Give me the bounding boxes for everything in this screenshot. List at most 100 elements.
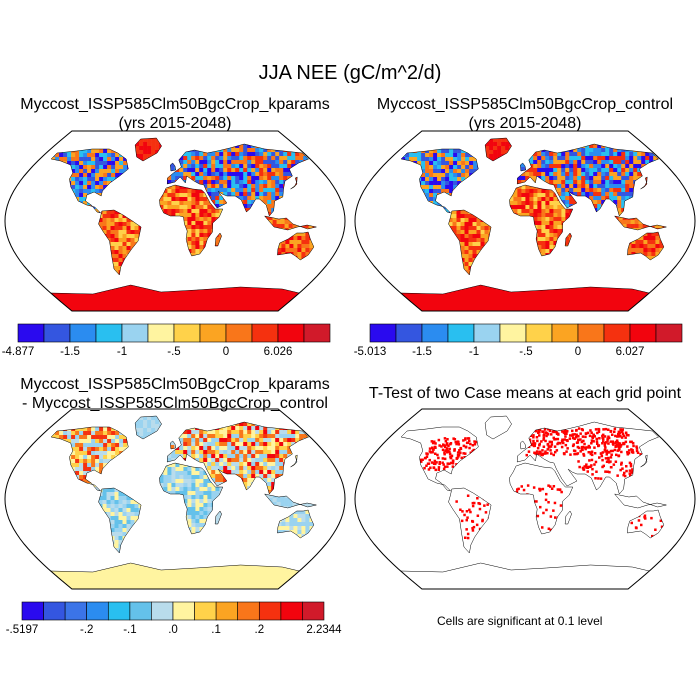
panel-title-line2: - Myccost_ISSP585Clm50BgcCrop_control — [22, 395, 328, 412]
region-namerica — [51, 427, 129, 491]
colorbar-swatch — [280, 601, 303, 621]
colorbar-tick-label: 2.2344 — [306, 624, 342, 636]
colorbar-swatch — [86, 601, 109, 621]
colorbar-swatch — [277, 323, 305, 343]
colorbar-swatch — [303, 323, 331, 343]
map-border — [4, 130, 346, 312]
region-namerica — [401, 149, 479, 213]
colorbar-tick-label: 0 — [223, 346, 229, 358]
colorbar-tick-label: -.5 — [519, 346, 532, 358]
colorbar-swatch — [473, 323, 501, 343]
panel-title-ttest: T-Test of two Case means at each grid po… — [350, 384, 700, 403]
land-cells — [50, 138, 317, 311]
colorbar-swatch — [259, 601, 282, 621]
coastlines — [49, 137, 317, 311]
colorbar-swatch — [172, 601, 195, 621]
map-kparams — [4, 130, 346, 312]
colorbar-tick-label: -1 — [469, 346, 479, 358]
colorbar-swatch — [525, 323, 553, 343]
map-border — [354, 408, 696, 590]
region-antarctica — [50, 563, 300, 589]
colorbar-swatch — [43, 601, 66, 621]
colorbar-swatch — [421, 323, 449, 343]
colorbar-swatch — [237, 601, 260, 621]
land-cells — [400, 138, 667, 311]
map-ttest — [354, 408, 696, 590]
colorbar-swatch — [551, 323, 579, 343]
region-japan — [290, 455, 298, 467]
colorbar-tick-label: -1 — [117, 346, 127, 358]
coastlines — [399, 137, 667, 311]
colorbar-kparams: -4.877 -1.5 -1 -.5 0 6.026 — [2, 323, 331, 358]
colorbar-swatch — [95, 323, 123, 343]
colorbar-swatch — [603, 323, 631, 343]
figure-title: JJA NEE (gC/m^2/d) — [258, 62, 442, 84]
colorbar-swatch — [629, 323, 657, 343]
colorbar-swatch — [499, 323, 527, 343]
colorbar-tick-label: -.5 — [167, 346, 180, 358]
colorbar-swatch — [17, 323, 45, 343]
colorbar-swatch — [43, 323, 71, 343]
colorbar-swatch — [64, 601, 87, 621]
colorbar-swatch — [199, 323, 227, 343]
colorbar-swatch — [395, 323, 423, 343]
region-antarctica — [400, 285, 650, 311]
land-cells — [50, 416, 317, 589]
map-difference — [4, 408, 346, 590]
panel-title-line2: (yrs 2015-2048) — [118, 115, 232, 132]
colorbar-swatch — [173, 323, 201, 343]
region-japan — [290, 177, 298, 189]
significant-cells — [415, 427, 664, 540]
colorbar-tick-label: -4.877 — [2, 346, 35, 358]
colorbar-tick-label: 6.027 — [616, 346, 645, 358]
region-madagascar — [215, 233, 222, 246]
colorbar-swatch — [151, 601, 174, 621]
panel-title-line2: (yrs 2015-2048) — [468, 115, 582, 132]
region-australia — [277, 232, 314, 260]
colorbar-tick-label: -.1 — [123, 624, 136, 636]
colorbar-swatch — [302, 601, 325, 621]
colorbar-swatch — [215, 601, 238, 621]
region-indonesia — [264, 216, 317, 230]
region-indonesia — [264, 494, 317, 508]
region-australia — [627, 232, 664, 260]
colorbar-tick-label: 6.026 — [264, 346, 293, 358]
colorbar-difference: -.5197 -.2 -.1 .0 .1 .2 2.2344 — [6, 601, 342, 636]
colorbar-swatch — [447, 323, 475, 343]
region-australia — [277, 510, 314, 538]
colorbar-swatch — [147, 323, 175, 343]
region-madagascar — [215, 511, 222, 524]
colorbar-tick-label: -1.5 — [412, 346, 432, 358]
panel-title-line1: T-Test of two Case means at each grid po… — [368, 385, 682, 402]
colorbar-tick-label: -.2 — [80, 624, 93, 636]
colorbar-swatch — [129, 601, 152, 621]
colorbar-tick-label: -.5197 — [6, 624, 39, 636]
map-border — [4, 408, 346, 590]
colorbar-tick-label: .2 — [255, 624, 265, 636]
colorbar-tick-label: -5.013 — [354, 346, 387, 358]
panel-title-control: Myccost_ISSP585Clm50BgcCrop_control (yrs… — [350, 95, 700, 133]
panel-title-difference: Myccost_ISSP585Clm50BgcCrop_kparams - My… — [0, 375, 350, 413]
colorbar-swatch — [194, 601, 217, 621]
coastlines — [49, 415, 317, 589]
colorbar-tick-label: .0 — [168, 624, 178, 636]
panel-title-line1: Myccost_ISSP585Clm50BgcCrop_kparams — [20, 96, 330, 113]
coastlines — [399, 415, 667, 589]
colorbar-control: -5.013 -1.5 -1 -.5 0 6.027 — [354, 323, 683, 358]
panel-title-kparams: Myccost_ISSP585Clm50BgcCrop_kparams (yrs… — [0, 95, 350, 133]
colorbar-swatch — [121, 323, 149, 343]
map-control — [354, 130, 696, 312]
significance-note: Cells are significant at 0.1 level — [437, 614, 603, 628]
region-madagascar — [565, 233, 572, 246]
colorbar-tick-label: 0 — [575, 346, 581, 358]
colorbar-swatch — [655, 323, 683, 343]
colorbar-swatch — [108, 601, 131, 621]
panel-title-line1: Myccost_ISSP585Clm50BgcCrop_control — [376, 96, 674, 113]
colorbar-tick-label: .1 — [211, 624, 221, 636]
colorbar-swatch — [577, 323, 605, 343]
colorbar-swatch — [225, 323, 253, 343]
colorbar-swatch — [251, 323, 279, 343]
colorbar-swatch — [21, 601, 44, 621]
region-indonesia — [614, 216, 667, 230]
map-border — [354, 130, 696, 312]
